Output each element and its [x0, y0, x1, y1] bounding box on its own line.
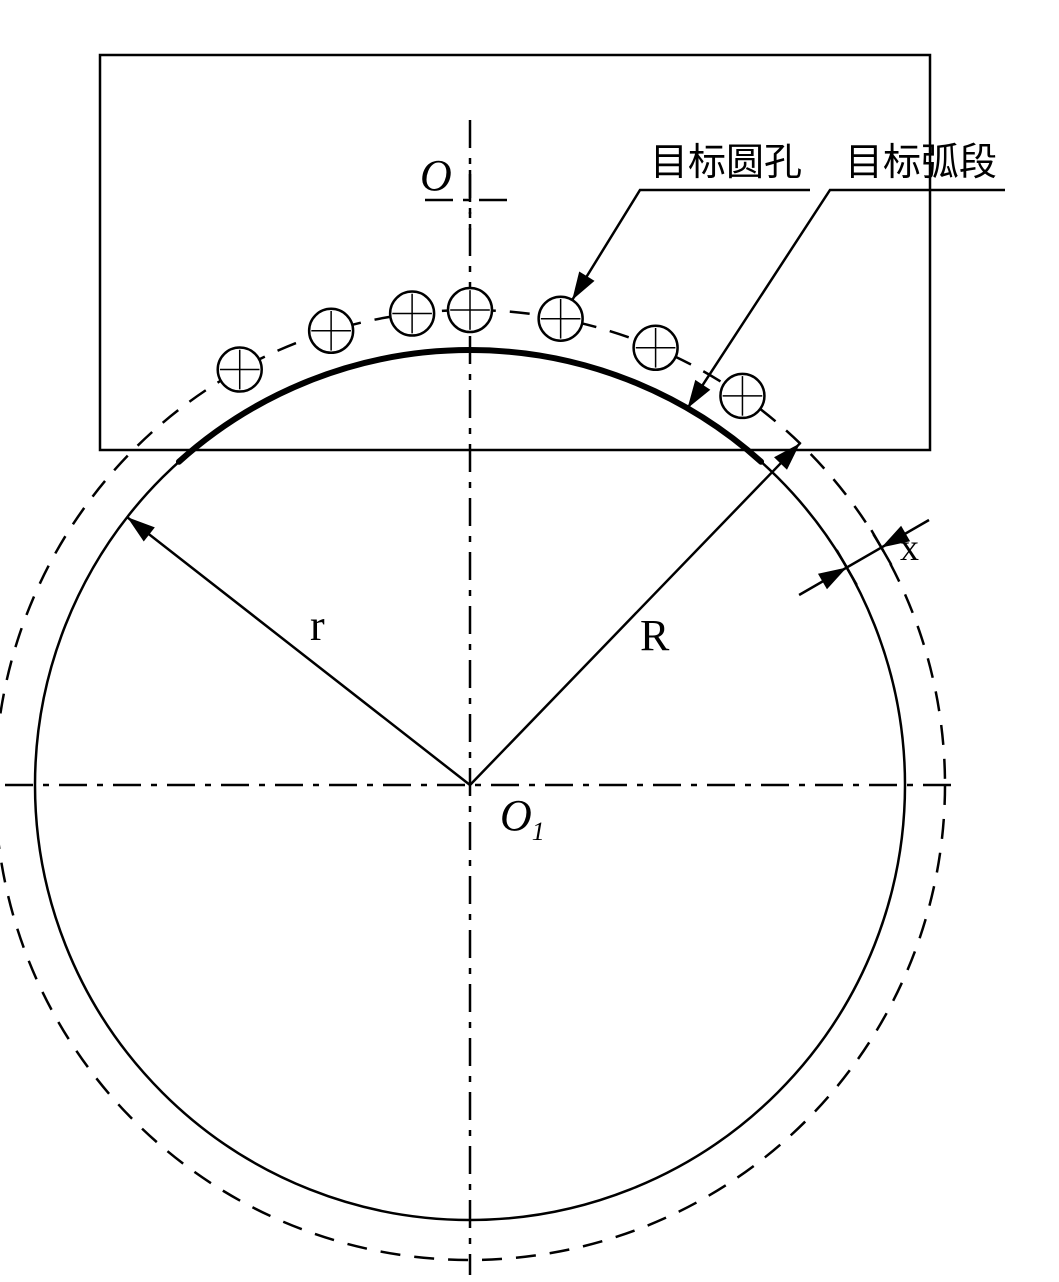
- label-O: O: [420, 151, 452, 200]
- label-x: x: [900, 527, 919, 569]
- label-target-hole: 目标圆孔: [650, 142, 802, 184]
- label-target-arc: 目标弧段: [845, 142, 997, 184]
- label-r: r: [310, 601, 325, 650]
- label-R: R: [640, 611, 670, 660]
- blank-rectangle: [100, 55, 930, 450]
- label-O1: O1: [500, 791, 545, 846]
- leader-target-hole: [572, 190, 810, 300]
- radius-line-r: [127, 517, 470, 785]
- radius-line-R: [470, 443, 800, 785]
